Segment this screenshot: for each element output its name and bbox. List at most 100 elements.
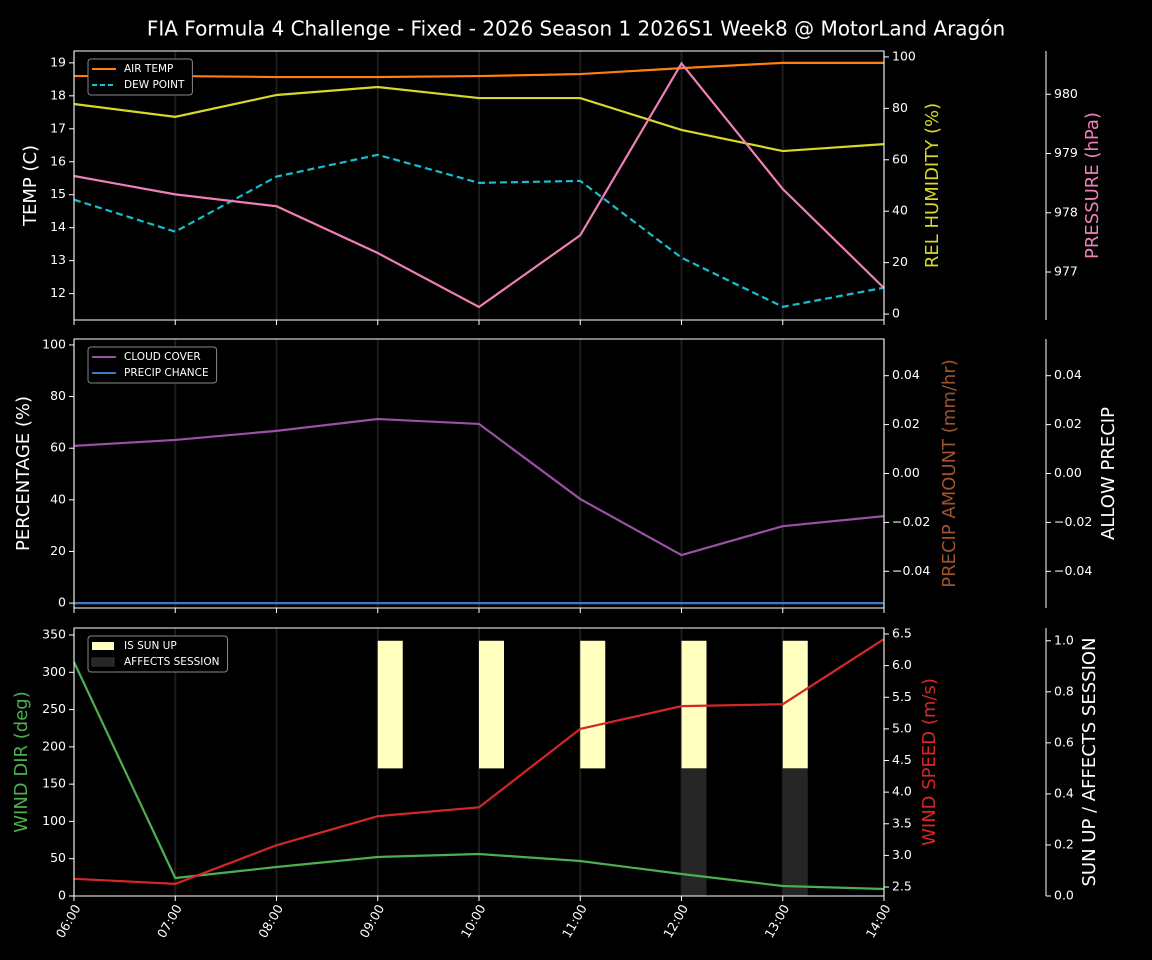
x-tick-label: 11:00 xyxy=(559,902,590,941)
legend-label: DEW POINT xyxy=(124,79,185,91)
line-series xyxy=(73,417,885,557)
legend-label: PRECIP CHANCE xyxy=(124,367,209,379)
y-tick-label: 5.0 xyxy=(892,720,912,735)
x-tick-label: 06:00 xyxy=(53,902,84,941)
line-series xyxy=(73,85,885,153)
bar xyxy=(681,640,707,769)
y-tick-label: 6.0 xyxy=(892,657,912,672)
bar xyxy=(580,640,606,769)
y-tick-label: 14 xyxy=(50,219,66,234)
y-tick-label: 979 xyxy=(1054,145,1078,160)
y-tick-label: 60 xyxy=(892,151,908,166)
chart-title: FIA Formula 4 Challenge - Fixed - 2026 S… xyxy=(147,17,1005,41)
x-tick-label: 09:00 xyxy=(356,902,387,941)
y-tick-label: 977 xyxy=(1054,264,1078,279)
y-tick-label: 13 xyxy=(50,252,66,267)
x-tick-label: 10:00 xyxy=(458,902,489,941)
y-tick-label: 980 xyxy=(1054,86,1078,101)
y-tick-label: 18 xyxy=(50,87,66,102)
legend-box xyxy=(87,635,228,673)
y-tick-label: 0 xyxy=(58,888,66,903)
y-tick-label: 0.0 xyxy=(1054,888,1074,903)
y-tick-label: 0.04 xyxy=(892,367,920,382)
y-tick-label: 20 xyxy=(892,254,908,269)
y-tick-label: 350 xyxy=(42,627,66,642)
y-tick-label: −0.02 xyxy=(1054,514,1092,529)
y-tick-label: 978 xyxy=(1054,204,1078,219)
axis-label: ALLOW PRECIP xyxy=(1098,407,1119,540)
bar xyxy=(782,640,808,769)
legend-box xyxy=(87,346,218,384)
y-tick-label: 40 xyxy=(892,203,908,218)
y-tick-label: 150 xyxy=(42,776,66,791)
y-tick-label: 3.5 xyxy=(892,815,912,830)
line-series xyxy=(73,61,885,309)
y-tick-label: 0 xyxy=(892,306,900,321)
y-tick-label: 60 xyxy=(50,440,66,455)
y-tick-label: 300 xyxy=(42,664,66,679)
y-tick-label: 100 xyxy=(42,336,66,351)
plot-frame xyxy=(73,50,885,321)
axis-label: PERCENTAGE (%) xyxy=(13,396,34,551)
line-series xyxy=(73,661,885,891)
y-tick-label: 0.4 xyxy=(1054,785,1074,800)
x-tick-label: 14:00 xyxy=(863,902,894,941)
y-tick-label: 0.00 xyxy=(1054,465,1082,480)
y-tick-label: 0 xyxy=(58,595,66,610)
y-tick-label: 6.5 xyxy=(892,626,912,641)
y-tick-label: 15 xyxy=(50,186,66,201)
legend: CLOUD COVER PRECIP CHANCE xyxy=(87,346,218,384)
y-tick-label: 17 xyxy=(50,120,66,135)
y-tick-label: 19 xyxy=(50,54,66,69)
axis-label: WIND SPEED (m/s) xyxy=(919,678,940,846)
bar xyxy=(782,768,808,896)
y-tick-label: 1.0 xyxy=(1054,632,1074,647)
y-tick-label: 80 xyxy=(50,388,66,403)
axis-label: PRECIP AMOUNT (mm/hr) xyxy=(939,359,960,588)
axis-label: TEMP (C) xyxy=(20,145,41,227)
legend-swatch xyxy=(91,657,115,667)
y-tick-label: 3.0 xyxy=(892,847,912,862)
y-tick-label: 100 xyxy=(42,813,66,828)
bar xyxy=(479,640,504,769)
line-series xyxy=(73,153,885,308)
y-tick-label: 0.8 xyxy=(1054,683,1074,698)
y-tick-label: 12 xyxy=(50,285,66,300)
y-tick-label: 0.02 xyxy=(1054,416,1082,431)
legend-label: AFFECTS SESSION xyxy=(124,656,220,668)
y-tick-label: 0.02 xyxy=(892,416,920,431)
axis-label: REL HUMIDITY (%) xyxy=(922,103,943,268)
axis-label: WIND DIR (deg) xyxy=(11,691,32,833)
x-tick-label: 13:00 xyxy=(761,902,792,941)
bar xyxy=(377,640,403,769)
legend-label: IS SUN UP xyxy=(124,640,177,652)
y-tick-label: 100 xyxy=(892,48,916,63)
axis-label: PRESSURE (hPa) xyxy=(1082,112,1103,259)
y-tick-label: 16 xyxy=(50,153,66,168)
y-tick-label: −0.02 xyxy=(892,514,930,529)
y-tick-label: 0.04 xyxy=(1054,367,1082,382)
y-tick-label: 0.00 xyxy=(892,465,920,480)
y-tick-label: 200 xyxy=(42,738,66,753)
legend: AIR TEMP DEW POINT xyxy=(87,58,193,96)
y-tick-label: 4.5 xyxy=(892,752,912,767)
y-tick-label: 50 xyxy=(50,850,66,865)
line-series xyxy=(73,638,885,885)
y-tick-label: 5.5 xyxy=(892,689,912,704)
y-tick-label: 2.5 xyxy=(892,879,912,894)
y-tick-label: 40 xyxy=(50,491,66,506)
x-tick-label: 07:00 xyxy=(154,902,185,941)
y-tick-label: 80 xyxy=(892,100,908,115)
plot-frame xyxy=(73,627,885,897)
y-tick-label: 4.0 xyxy=(892,784,912,799)
y-tick-label: −0.04 xyxy=(892,563,930,578)
y-tick-label: 20 xyxy=(50,543,66,558)
legend-swatch xyxy=(92,642,114,650)
x-tick-label: 08:00 xyxy=(255,902,286,941)
legend: IS SUN UP AFFECTS SESSION xyxy=(87,635,228,673)
y-tick-label: −0.04 xyxy=(1054,563,1092,578)
y-tick-label: 0.6 xyxy=(1054,734,1074,749)
x-tick-label: 12:00 xyxy=(660,902,691,941)
axis-label: SUN UP / AFFECTS SESSION xyxy=(1079,637,1100,886)
